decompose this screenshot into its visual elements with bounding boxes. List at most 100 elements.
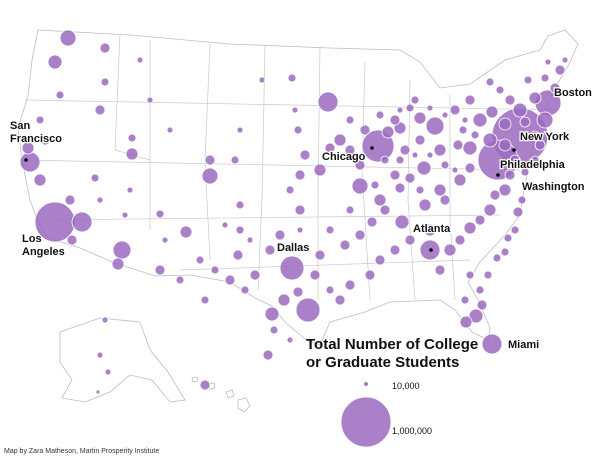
student-bubble [313, 163, 327, 177]
legend-title-line-2: or Graduate Students [306, 354, 460, 371]
student-bubble [483, 270, 493, 280]
student-bubble [468, 308, 484, 324]
student-bubble [221, 221, 229, 229]
student-bubble [296, 226, 304, 234]
student-bubble [495, 85, 505, 95]
legend-label-large: 1,000,000 [392, 426, 433, 436]
student-bubble [465, 270, 475, 280]
student-bubble [175, 275, 185, 285]
city-label-line: Los [22, 233, 42, 245]
city-label-chicago: Chicago [322, 151, 366, 163]
student-bubble [71, 211, 93, 233]
student-bubble [523, 75, 533, 85]
student-bubble [94, 104, 106, 116]
student-bubble [325, 225, 335, 235]
student-bubble [161, 236, 169, 244]
student-bubble [520, 167, 530, 177]
student-bubble [333, 133, 347, 147]
student-bubble [100, 77, 110, 87]
student-bubble [287, 73, 297, 83]
city-marker-philadelphia [496, 173, 500, 177]
student-bubble [504, 169, 516, 181]
student-bubble [536, 111, 554, 129]
student-bubble [325, 285, 335, 295]
student-bubble [441, 111, 449, 119]
student-bubble [375, 110, 385, 120]
student-bubble [104, 368, 112, 376]
student-bubble [136, 56, 144, 64]
student-bubble [264, 244, 276, 256]
student-bubble [414, 134, 426, 146]
student-bubble [55, 90, 65, 100]
student-bubble [155, 209, 165, 219]
student-bubble [286, 336, 294, 344]
student-bubble [232, 249, 244, 261]
student-bubble [277, 293, 291, 307]
city-marker-chicago [370, 146, 374, 150]
student-bubble [453, 173, 467, 187]
student-bubble [452, 139, 464, 151]
student-bubble [498, 117, 512, 131]
student-bubble [125, 147, 139, 161]
state-line [407, 79, 416, 301]
student-bubble [351, 177, 369, 195]
city-label-philadelphia: Philadelphia [500, 159, 566, 171]
student-bubble [503, 233, 513, 243]
state-line [317, 47, 321, 300]
student-bubble [373, 193, 387, 207]
student-bubble [464, 94, 476, 106]
student-bubble [458, 125, 468, 135]
city-label-line: Philadelphia [500, 159, 566, 171]
student-bubble [274, 229, 286, 241]
student-bubble [389, 244, 401, 256]
student-bubble [99, 42, 111, 54]
student-bubble [423, 223, 437, 237]
legend-title-line-1: Total Number of College [306, 336, 479, 353]
student-bubble [509, 154, 521, 166]
student-bubble [235, 225, 245, 235]
city-label-los-angeles: Los Angeles [22, 233, 65, 258]
student-bubble [504, 94, 516, 106]
student-bubble [47, 54, 63, 70]
student-bubble [379, 204, 391, 216]
city-label-line: Miami [508, 339, 539, 351]
student-bubble [483, 203, 497, 217]
student-bubble [258, 76, 266, 84]
student-bubble [451, 166, 459, 174]
student-bubble [389, 114, 401, 126]
city-marker-atlanta [429, 248, 433, 252]
student-bubble [127, 133, 137, 143]
student-bubble [366, 216, 378, 228]
legend-title: Total Number of College or Graduate Stud… [306, 336, 536, 372]
student-bubble [394, 182, 406, 194]
student-bubble [454, 234, 466, 246]
student-bubble [405, 103, 415, 113]
student-bubble [354, 229, 366, 241]
student-bubble [199, 379, 211, 391]
city-label-atlanta: Atlanta [413, 223, 451, 235]
student-bubble [498, 138, 512, 152]
contiguous-us-outline [17, 29, 579, 346]
student-bubble [235, 200, 245, 210]
student-bubble [291, 106, 299, 114]
student-bubble [240, 285, 250, 295]
student-bubble [39, 134, 51, 146]
student-bubble [354, 159, 366, 171]
student-bubble [293, 125, 303, 135]
student-bubble [236, 126, 244, 134]
student-bubble [462, 140, 478, 156]
student-bubble [95, 389, 101, 395]
student-bubble [413, 111, 427, 125]
student-bubble [121, 211, 129, 219]
student-bubble [64, 194, 76, 206]
student-bubble [201, 167, 219, 185]
city-marker-new-york [512, 148, 516, 152]
student-bubble [269, 325, 279, 335]
student-bubble [528, 91, 542, 105]
student-bubble [517, 195, 527, 205]
student-bubble [404, 234, 416, 246]
state-line [39, 214, 501, 221]
student-bubble [33, 173, 47, 187]
student-bubble [264, 306, 280, 322]
